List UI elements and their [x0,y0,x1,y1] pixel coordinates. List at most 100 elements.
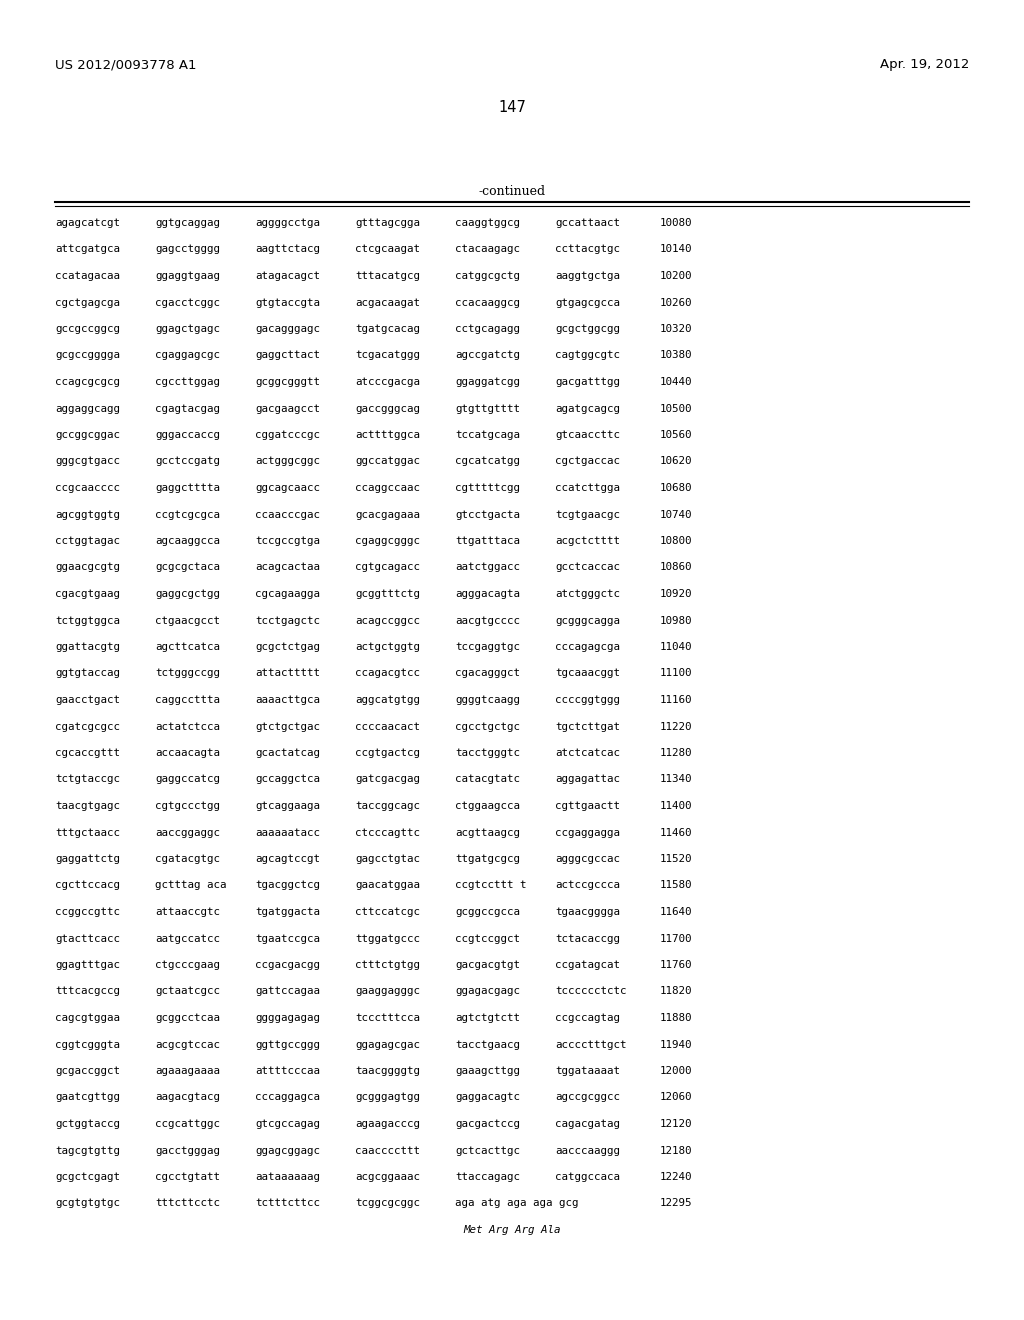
Text: ccgacgacgg: ccgacgacgg [255,960,319,970]
Text: 10620: 10620 [660,457,692,466]
Text: cgacgtgaag: cgacgtgaag [55,589,120,599]
Text: 10500: 10500 [660,404,692,413]
Text: gtgttgtttt: gtgttgtttt [455,404,520,413]
Text: 12060: 12060 [660,1093,692,1102]
Text: gcgcgctaca: gcgcgctaca [155,562,220,573]
Text: gtacttcacc: gtacttcacc [55,933,120,944]
Text: cgacctcggc: cgacctcggc [155,297,220,308]
Text: aga atg aga aga gcg: aga atg aga aga gcg [455,1199,579,1209]
Text: gtctgctgac: gtctgctgac [255,722,319,731]
Text: tccatgcaga: tccatgcaga [455,430,520,440]
Text: tgctcttgat: tgctcttgat [555,722,620,731]
Text: 11700: 11700 [660,933,692,944]
Text: ccgccagtag: ccgccagtag [555,1012,620,1023]
Text: ctcgcaagat: ctcgcaagat [355,244,420,255]
Text: tggataaaat: tggataaaat [555,1067,620,1076]
Text: ccccggtggg: ccccggtggg [555,696,620,705]
Text: gcgaccggct: gcgaccggct [55,1067,120,1076]
Text: gggaccaccg: gggaccaccg [155,430,220,440]
Text: acgcggaaac: acgcggaaac [355,1172,420,1181]
Text: tcgtgaacgc: tcgtgaacgc [555,510,620,520]
Text: tgatgcacag: tgatgcacag [355,323,420,334]
Text: aacgtgcccc: aacgtgcccc [455,615,520,626]
Text: ggtgtaccag: ggtgtaccag [55,668,120,678]
Text: actatctcca: actatctcca [155,722,220,731]
Text: cctggtagac: cctggtagac [55,536,120,546]
Text: ctttctgtgg: ctttctgtgg [355,960,420,970]
Text: attttcccaa: attttcccaa [255,1067,319,1076]
Text: cggtcgggta: cggtcgggta [55,1040,120,1049]
Text: atagacagct: atagacagct [255,271,319,281]
Text: 11760: 11760 [660,960,692,970]
Text: 11100: 11100 [660,668,692,678]
Text: ccccaacact: ccccaacact [355,722,420,731]
Text: ggaggatcgg: ggaggatcgg [455,378,520,387]
Text: tttcacgccg: tttcacgccg [55,986,120,997]
Text: tttcttcctc: tttcttcctc [155,1199,220,1209]
Text: gctcacttgc: gctcacttgc [455,1146,520,1155]
Text: accaacagta: accaacagta [155,748,220,758]
Text: gaggacagtc: gaggacagtc [455,1093,520,1102]
Text: agaagacccg: agaagacccg [355,1119,420,1129]
Text: acgctctttt: acgctctttt [555,536,620,546]
Text: cgatacgtgc: cgatacgtgc [155,854,220,865]
Text: 10140: 10140 [660,244,692,255]
Text: aatgccatcc: aatgccatcc [155,933,220,944]
Text: 12295: 12295 [660,1199,692,1209]
Text: 11280: 11280 [660,748,692,758]
Text: agaaagaaaa: agaaagaaaa [155,1067,220,1076]
Text: ccgcaacccc: ccgcaacccc [55,483,120,492]
Text: taacggggtg: taacggggtg [355,1067,420,1076]
Text: agcagtccgt: agcagtccgt [255,854,319,865]
Text: acgttaagcg: acgttaagcg [455,828,520,837]
Text: ggagctgagc: ggagctgagc [155,323,220,334]
Text: caggccttta: caggccttta [155,696,220,705]
Text: ggcagcaacc: ggcagcaacc [255,483,319,492]
Text: cgaggcgggc: cgaggcgggc [355,536,420,546]
Text: 11580: 11580 [660,880,692,891]
Text: taacgtgagc: taacgtgagc [55,801,120,810]
Text: tgacggctcg: tgacggctcg [255,880,319,891]
Text: cgacagggct: cgacagggct [455,668,520,678]
Text: ctcccagttc: ctcccagttc [355,828,420,837]
Text: acagccggcc: acagccggcc [355,615,420,626]
Text: tctttcttcc: tctttcttcc [255,1199,319,1209]
Text: aggagattac: aggagattac [555,775,620,784]
Text: catggccaca: catggccaca [555,1172,620,1181]
Text: 12240: 12240 [660,1172,692,1181]
Text: ccagcgcgcg: ccagcgcgcg [55,378,120,387]
Text: gtcctgacta: gtcctgacta [455,510,520,520]
Text: aaggtgctga: aaggtgctga [555,271,620,281]
Text: atctcatcac: atctcatcac [555,748,620,758]
Text: cagacgatag: cagacgatag [555,1119,620,1129]
Text: ccgtccttt t: ccgtccttt t [455,880,526,891]
Text: gcggcctcaa: gcggcctcaa [155,1012,220,1023]
Text: gacgaagcct: gacgaagcct [255,404,319,413]
Text: 12180: 12180 [660,1146,692,1155]
Text: gggcgtgacc: gggcgtgacc [55,457,120,466]
Text: gccaggctca: gccaggctca [255,775,319,784]
Text: gaggctttta: gaggctttta [155,483,220,492]
Text: 10980: 10980 [660,615,692,626]
Text: tccctttcca: tccctttcca [355,1012,420,1023]
Text: gcggcgggtt: gcggcgggtt [255,378,319,387]
Text: caaccccttt: caaccccttt [355,1146,420,1155]
Text: gtttagcgga: gtttagcgga [355,218,420,228]
Text: acttttggca: acttttggca [355,430,420,440]
Text: ccagacgtcc: ccagacgtcc [355,668,420,678]
Text: 12000: 12000 [660,1067,692,1076]
Text: 11880: 11880 [660,1012,692,1023]
Text: 10680: 10680 [660,483,692,492]
Text: tccgaggtgc: tccgaggtgc [455,642,520,652]
Text: US 2012/0093778 A1: US 2012/0093778 A1 [55,58,197,71]
Text: cgcctgtatt: cgcctgtatt [155,1172,220,1181]
Text: 10260: 10260 [660,297,692,308]
Text: cccagagcga: cccagagcga [555,642,620,652]
Text: cctgcagagg: cctgcagagg [455,323,520,334]
Text: acgcgtccac: acgcgtccac [155,1040,220,1049]
Text: gaatcgttgg: gaatcgttgg [55,1093,120,1102]
Text: ttggatgccc: ttggatgccc [355,933,420,944]
Text: tcccccctctc: tcccccctctc [555,986,627,997]
Text: aagacgtacg: aagacgtacg [155,1093,220,1102]
Text: aggaggcagg: aggaggcagg [55,404,120,413]
